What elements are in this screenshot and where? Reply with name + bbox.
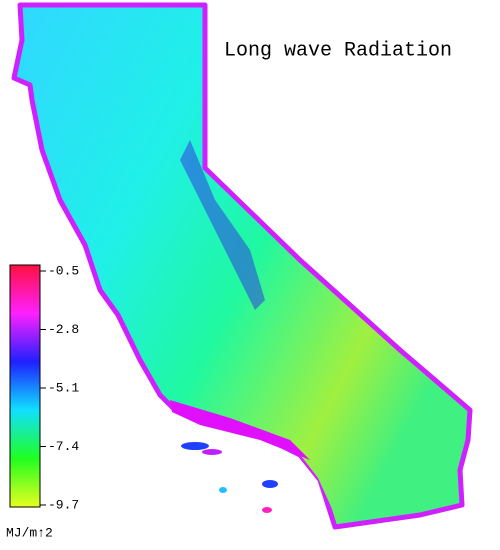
island (202, 449, 222, 455)
island (181, 442, 209, 450)
colorbar-tick-label: -9.7 (48, 497, 79, 512)
island (262, 507, 272, 513)
colorbar-tick-label: -0.5 (48, 263, 79, 278)
colorbar-tick-label: -2.8 (48, 322, 79, 337)
island (219, 487, 227, 493)
map-title: Long wave Radiation (224, 39, 452, 62)
coastal-highs (170, 400, 320, 470)
island (262, 480, 278, 488)
colorbar-tick-label: -5.1 (48, 380, 79, 395)
colorbar-unit: MJ/m↑2 (6, 525, 53, 540)
california-map (11, 2, 473, 530)
colorbar-tick-label: -7.4 (48, 439, 79, 454)
colorbar: -0.5 -2.8 -5.1 -7.4 -9.7 (9, 263, 79, 512)
mountain-range (180, 140, 265, 310)
colorbar-fill (9, 264, 41, 508)
